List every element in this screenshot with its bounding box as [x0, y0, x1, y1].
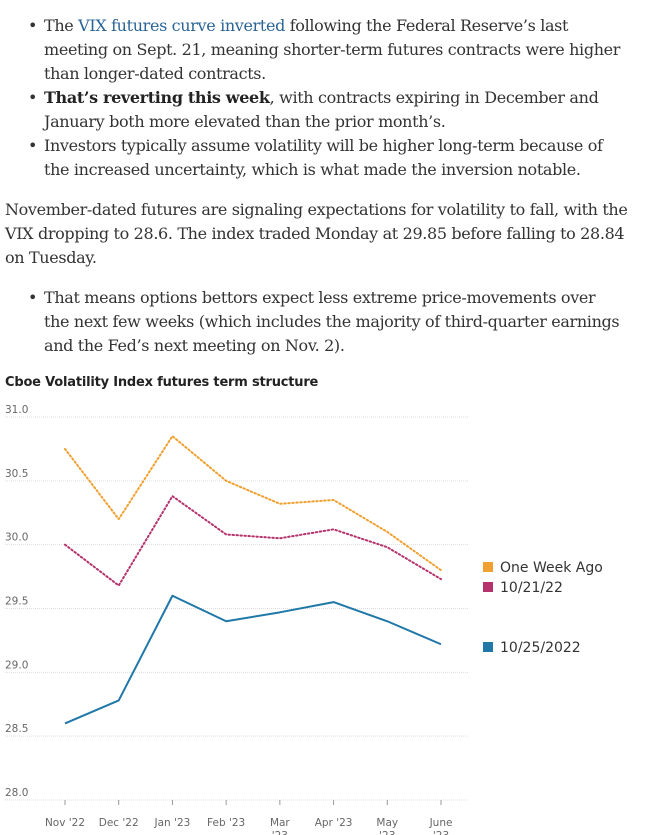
series-line-3: [64, 594, 442, 725]
y-tick-label: 29.0: [5, 659, 28, 671]
x-tick-label: Feb '23: [207, 817, 245, 829]
body-paragraph: November-dated futures are signaling exp…: [5, 200, 628, 267]
bullet-dot: •: [28, 16, 38, 35]
x-tick-label: May'23: [376, 817, 398, 835]
y-tick-label: 28.0: [5, 787, 28, 799]
legend-label: 10/25/2022: [500, 640, 581, 656]
chart-title: Cboe Volatility Index futures term struc…: [5, 375, 319, 390]
x-tick-label: Jan '23: [154, 817, 191, 829]
y-axis-ticks: 31.0 30.5 30.0 29.5 29.0 28.5 28.0: [5, 404, 28, 799]
legend-swatch: [483, 582, 493, 592]
bullet-emphasis: That’s reverting this week: [44, 88, 270, 107]
legend-label: 10/21/22: [500, 580, 563, 596]
legend-swatch: [483, 562, 493, 572]
x-axis-ticks: Nov '22 Dec '22 Jan '23 Feb '23 Mar'23 Apr '2…: [45, 800, 452, 835]
y-tick-label: 30.5: [5, 468, 28, 480]
chart-legend: One Week Ago 10/21/22 10/25/2022: [483, 560, 603, 656]
x-tick-label: Nov '22: [45, 817, 85, 829]
bullet-text: , with contracts expiring in December an…: [44, 88, 599, 131]
x-tick-label: June'23: [429, 817, 453, 835]
bullet-item-2: • That’s reverting this week, with contra…: [24, 86, 624, 134]
chart-gridlines: [5, 416, 468, 801]
top-bullet-list: • The VIX futures curve inverted followin…: [24, 14, 624, 182]
y-tick-label: 28.5: [5, 723, 28, 735]
y-tick-label: 31.0: [5, 404, 28, 416]
bullet-item-1: • The VIX futures curve inverted followin…: [24, 14, 624, 86]
bullet-text: The: [44, 16, 79, 35]
term-structure-chart: 31.0 30.5 30.0 29.5 29.0 28.5 28.0 Nov '22 Dec …: [5, 404, 603, 835]
bullet-text: Investors typically assume volatility wi…: [44, 136, 603, 179]
y-tick-label: 29.5: [5, 596, 28, 608]
x-tick-label: Apr '23: [315, 817, 353, 829]
legend-label: One Week Ago: [500, 560, 603, 576]
bullet-dot: •: [28, 136, 38, 155]
series-line-2: [64, 495, 442, 587]
series-line-1: [64, 435, 442, 572]
chart-series: [64, 435, 442, 725]
bullet-text: following the Federal Reserve’s last mee…: [44, 16, 621, 83]
bullet-dot: •: [28, 88, 38, 107]
bullet-text: That means options bettors expect less e…: [44, 288, 620, 355]
bullet-dot: •: [28, 288, 38, 307]
x-tick-label: Dec '22: [99, 817, 139, 829]
bottom-bullet-list: • That means options bettors expect less …: [24, 286, 624, 358]
bullet-item-3: • Investors typically assume volatility w…: [24, 134, 624, 182]
y-tick-label: 30.0: [5, 532, 28, 544]
bullet-item-4: • That means options bettors expect less …: [24, 286, 624, 358]
x-tick-label: Mar'23: [270, 817, 290, 835]
legend-swatch: [483, 642, 493, 652]
vix-curve-link[interactable]: VIX futures curve inverted: [78, 16, 285, 35]
